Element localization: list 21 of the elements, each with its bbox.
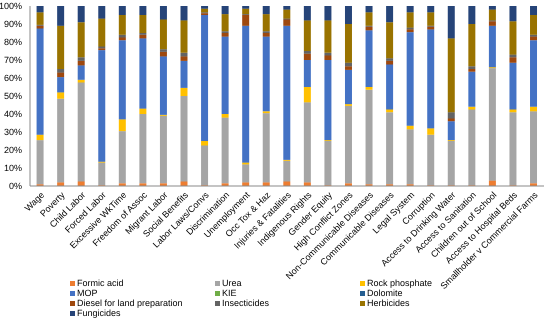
legend-label: Dolomite xyxy=(367,288,403,298)
legend-label: Diesel for land preparation xyxy=(77,298,183,308)
y-tick-label: 60% xyxy=(4,73,22,84)
legend-label: KIE xyxy=(222,288,237,298)
y-tick-label: 0% xyxy=(8,181,22,192)
legend-label: Herbicides xyxy=(367,298,410,308)
y-tick-label: 40% xyxy=(4,109,22,120)
legend-label: Urea xyxy=(222,278,242,288)
y-tick-label: 80% xyxy=(4,37,22,48)
y-tick-label: 100% xyxy=(0,1,22,12)
y-tick-label: 30% xyxy=(4,127,22,138)
y-tick-label: 70% xyxy=(4,55,22,66)
legend-label: Rock phosphate xyxy=(367,278,432,288)
legend-label: MOP xyxy=(77,288,98,298)
y-tick-label: 10% xyxy=(4,163,22,174)
legend-label: Formic acid xyxy=(77,278,124,288)
legend-label: Fungicides xyxy=(77,308,121,318)
y-tick-label: 90% xyxy=(4,19,22,30)
legend-label: Insecticides xyxy=(222,298,270,308)
y-tick-label: 20% xyxy=(4,145,22,156)
y-tick-label: 50% xyxy=(4,91,22,102)
